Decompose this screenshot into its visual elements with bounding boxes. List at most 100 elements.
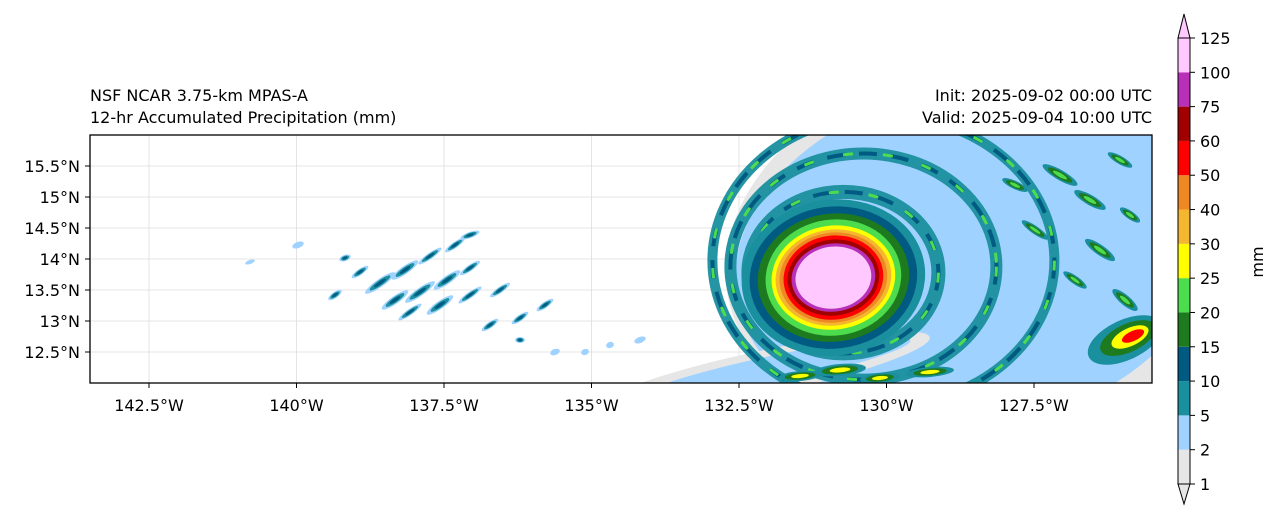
colorbar-extend-min [1177,483,1191,506]
colorbar-tick-label: 15 [1200,338,1220,357]
rain-band-streak [434,301,446,309]
model-name: NSF NCAR 3.75-km MPAS-A [90,86,308,105]
colorbar-swatch [1178,449,1190,484]
colorbar-swatch [1178,312,1190,347]
y-tick-label: 13.5°N [24,281,80,300]
init-time: Init: 2025-09-02 00:00 UTC [934,86,1152,105]
rain-band-streak [405,308,415,316]
valid-time: Valid: 2025-09-04 10:00 UTC [921,108,1152,127]
colorbar-tick-label: 1 [1200,475,1210,494]
colorbar-tick-label: 30 [1200,235,1220,254]
colorbar-extend-max [1177,13,1191,39]
y-tick-label: 15°N [40,188,80,207]
colorbar-tick-label: 60 [1200,132,1220,151]
colorbar-tick-label: 125 [1200,29,1231,48]
rain-band-streak [541,302,549,308]
rain-band-streak [518,338,522,342]
x-tick-label: 130°W [859,396,914,415]
rain-band-streak [1115,156,1125,164]
colorbar-swatch [1178,209,1190,244]
rain-band-streak [1009,182,1021,188]
y-tick-label: 14.5°N [24,219,80,238]
x-tick-label: 127.5°W [999,396,1069,415]
rain-band-streak [496,287,504,293]
isolated-shower [581,348,589,356]
colorbar-tick-label: 25 [1200,269,1220,288]
x-tick-label: 140°W [269,396,324,415]
y-tick-label: 14°N [40,250,80,269]
colorbar-frame [1177,37,1191,485]
colorbar-tick-label: 100 [1200,63,1231,82]
heavy-rain-cluster [1121,329,1145,343]
rain-band-streak [1029,226,1041,234]
y-tick-label: 15.5°N [24,157,80,176]
rain-band-streak [1070,276,1080,284]
rain-band-streak [399,266,411,274]
isolated-shower [606,341,614,349]
rain-band-streak [1083,196,1097,204]
colorbar-tick-label: 2 [1200,441,1210,460]
isolated-shower [245,259,255,265]
rain-band-streak [414,287,426,297]
latitude-axis: 12.5°N 13°N 13.5°N 14°N 14.5°N 15°N 15.5°N [24,157,90,362]
rain-band-streak [441,276,453,284]
colorbar-swatch [1178,140,1190,176]
colorbar-swatch [1178,381,1190,416]
colorbar-tick-label: 20 [1200,303,1220,322]
colorbar-tick-label: 75 [1200,98,1220,117]
rain-band-streak [465,291,475,299]
precipitation-field [245,135,1152,383]
isolated-shower [550,348,560,356]
colorbar-tick-label: 10 [1200,372,1220,391]
map-title-left: NSF NCAR 3.75-km MPAS-A 12-hr Accumulate… [90,85,396,129]
colorbar-tick-label: 50 [1200,166,1220,185]
colorbar-tick-label: 5 [1200,406,1210,425]
colorbar-swatch [1178,243,1190,279]
rain-band-streak [920,369,940,375]
rain-band-streak [356,269,364,275]
rain-band-streak [332,292,338,298]
y-tick-label: 13°N [40,312,80,331]
rain-band-streak [1093,245,1107,255]
rain-band-streak [374,278,386,288]
longitude-axis: 142.5°W 140°W 137.5°W 135°W 132.5°W 130°W 127.… [114,383,1069,415]
colorbar-swatch [1178,38,1190,73]
colorbar-swatch [1178,106,1190,141]
colorbar-swatch [1178,346,1190,382]
spiral-rain-band-heavy [746,190,940,355]
colorbar-swatch [1178,175,1190,210]
rain-band-streak [342,256,348,260]
rain-band-streak [389,296,401,304]
y-tick-label: 12.5°N [24,343,80,362]
rain-band-streak [791,373,809,379]
x-tick-label: 132.5°W [704,396,774,415]
rain-band-streak [1119,295,1131,305]
map-title-right: Init: 2025-09-02 00:00 UTC Valid: 2025-0… [922,85,1152,129]
spiral-rain-band-heavy [728,152,998,382]
rain-band-streak [425,252,435,260]
colorbar-swatch [1178,72,1190,107]
colorbar-label: mm [1248,246,1267,277]
colorbar-swatch [1178,415,1190,450]
rain-band-streak [516,315,524,321]
rain-band-streak [829,367,851,373]
rain-band-streak [1053,170,1067,180]
rain-band-streak [872,375,888,381]
rain-band-streak [451,242,459,248]
eyewall-core [800,248,867,302]
isolated-shower [634,336,646,344]
x-tick-label: 137.5°W [409,396,479,415]
x-tick-label: 135°W [564,396,619,415]
rain-band-streak [1125,211,1135,219]
field-name: 12-hr Accumulated Precipitation (mm) [90,108,397,127]
rain-band-streak [486,322,494,328]
colorbar-swatch [1178,278,1190,313]
rain-band-streak [466,265,474,271]
isolated-shower [292,241,304,249]
x-tick-label: 142.5°W [114,396,184,415]
colorbar-tick-label: 40 [1200,201,1220,220]
rain-band-streak [466,233,474,237]
spiral-rain-band-heavy [710,135,1056,383]
